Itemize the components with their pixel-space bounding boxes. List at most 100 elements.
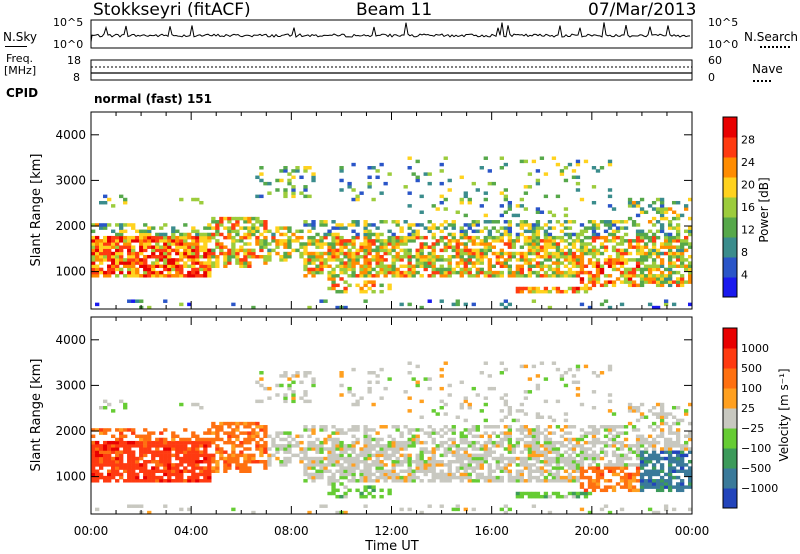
power-cell [207, 267, 212, 272]
power-cell [663, 210, 669, 214]
velocity-cell [143, 475, 148, 480]
velocity-cell [627, 421, 633, 426]
velocity-cell [415, 453, 420, 458]
power-cell [611, 248, 617, 253]
power-cell [415, 223, 420, 227]
velocity-cell [191, 469, 196, 473]
velocity-cell [459, 475, 464, 480]
power-cell [635, 229, 641, 234]
velocity-cell [671, 431, 677, 435]
power-cell [335, 239, 340, 243]
power-cell [243, 251, 248, 256]
velocity-cell [415, 434, 420, 439]
velocity-cell [591, 469, 597, 473]
velocity-cell [507, 428, 512, 432]
velocity-cell [683, 485, 689, 489]
velocity-cell [151, 444, 156, 448]
power-cell [523, 207, 529, 211]
velocity-cell [567, 453, 573, 458]
power-cell [127, 235, 132, 240]
power-cell [507, 200, 512, 205]
velocity-cell [611, 440, 617, 445]
power-cell [151, 274, 156, 278]
velocity-cell [543, 444, 549, 448]
velocity-cell [375, 450, 380, 454]
power-cell [131, 270, 136, 275]
velocity-cell [543, 479, 549, 483]
power-cell [499, 251, 504, 256]
velocity-cell [615, 453, 621, 458]
power-cell [327, 264, 332, 268]
velocity-cell [399, 479, 404, 483]
velocity-cell [363, 475, 368, 480]
power-cell [171, 239, 176, 243]
velocity-cell [491, 475, 496, 480]
power-cell [639, 274, 645, 278]
power-cell [395, 220, 400, 224]
velocity-cell [619, 440, 625, 445]
velocity-cell [267, 453, 272, 458]
power-cell [451, 235, 456, 240]
power-cell [499, 302, 504, 307]
velocity-cell [119, 459, 124, 464]
velocity-cell [551, 479, 557, 483]
power-cell [623, 248, 629, 253]
velocity-cell [127, 456, 132, 461]
velocity-cell [507, 456, 512, 461]
velocity-cell [107, 450, 112, 454]
velocity-cell [675, 418, 681, 423]
velocity-cell [479, 447, 484, 451]
power-cell [591, 223, 597, 227]
velocity-cell [179, 475, 184, 480]
velocity-cell [603, 444, 609, 448]
power-cell [311, 270, 316, 275]
power-cell [603, 223, 609, 227]
velocity-cell [507, 472, 512, 477]
power-cell [139, 248, 144, 253]
velocity-cell [299, 450, 304, 454]
velocity-cell [663, 472, 669, 477]
power-cell [431, 274, 436, 278]
power-cell [459, 226, 464, 230]
velocity-cell [95, 475, 100, 480]
velocity-cell [243, 440, 248, 445]
velocity-cell [207, 466, 212, 470]
power-cell [547, 289, 553, 294]
velocity-cell [503, 415, 508, 419]
velocity-cell [487, 440, 492, 445]
velocity-cell [455, 415, 460, 419]
velocity-cell [151, 469, 156, 473]
power-cell [375, 254, 380, 259]
power-cell [355, 223, 360, 227]
velocity-cell [427, 456, 432, 461]
power-cell [207, 248, 212, 253]
power-cell [99, 248, 104, 253]
velocity-cell [639, 450, 645, 454]
velocity-colorbar-label: Velocity [m s⁻¹] [777, 368, 791, 461]
power-cell [363, 261, 368, 265]
power-cell [439, 169, 444, 173]
power-cell [523, 261, 529, 265]
power-cell [475, 242, 480, 246]
colorbar-band [723, 237, 737, 258]
power-cell [283, 169, 288, 173]
power-cell [659, 207, 665, 211]
velocity-cell [519, 456, 525, 461]
velocity-cell [183, 479, 188, 483]
power-cell [319, 223, 324, 227]
power-cell [211, 254, 216, 259]
power-cell [371, 197, 376, 202]
velocity-cell [659, 447, 665, 451]
velocity-cell [199, 472, 204, 477]
power-cell [307, 166, 312, 170]
velocity-cell [123, 450, 128, 454]
velocity-cell [659, 466, 665, 470]
power-cell [539, 289, 545, 294]
power-cell [507, 235, 512, 240]
velocity-cell [555, 425, 561, 429]
velocity-cell [471, 469, 476, 473]
velocity-cell [319, 440, 324, 445]
velocity-cell [483, 479, 488, 483]
power-cell [519, 197, 525, 202]
velocity-cell [471, 447, 476, 451]
